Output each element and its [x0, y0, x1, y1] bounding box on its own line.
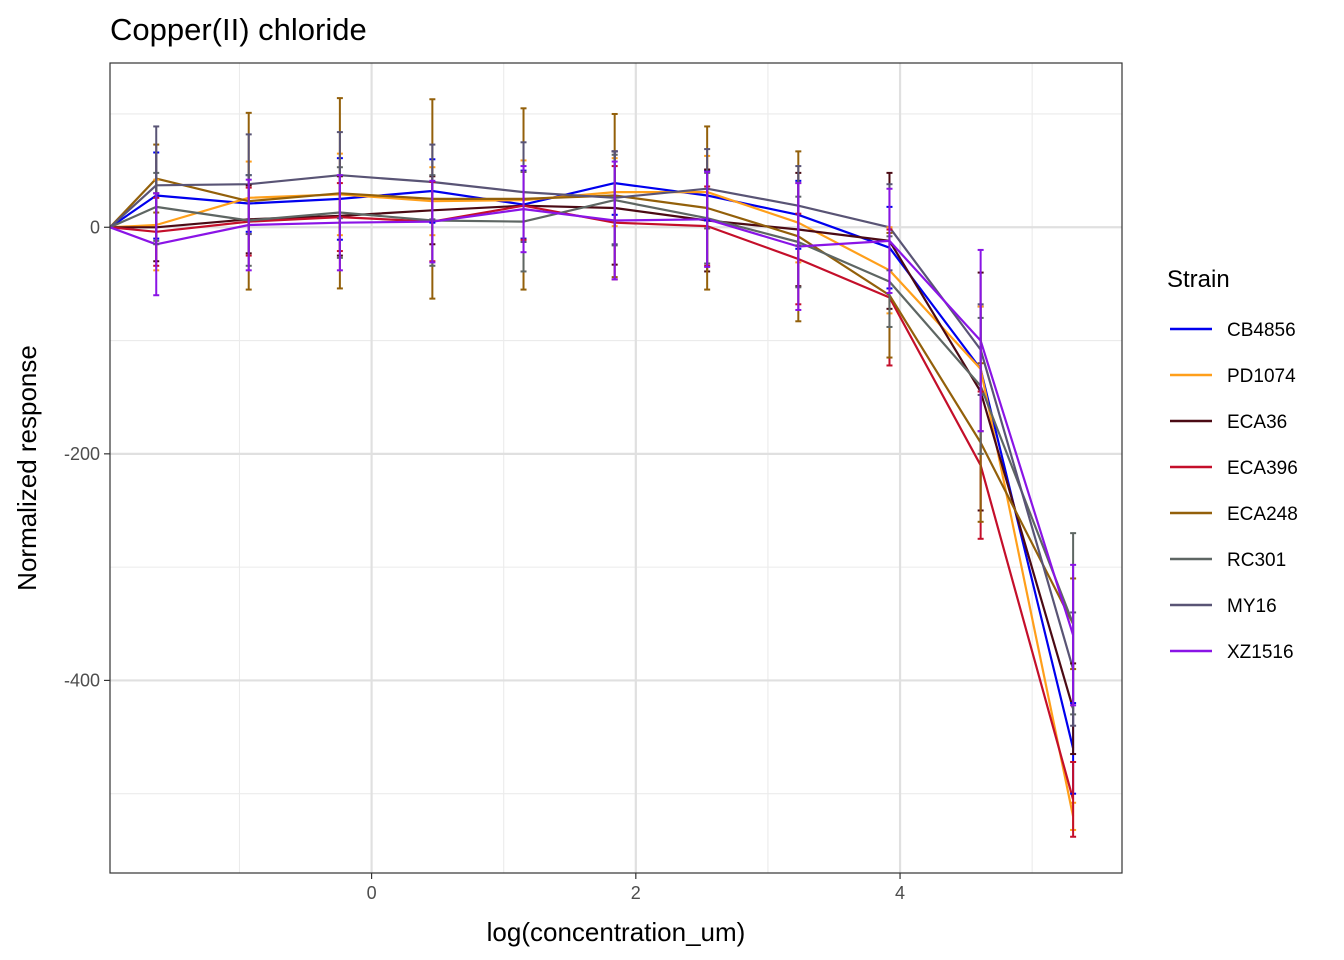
- error-bar-xz1516: [977, 248, 984, 433]
- legend-item-eca248: ECA248: [1170, 504, 1298, 525]
- series-lines: [109, 174, 1075, 817]
- legend-item-pd1074: PD1074: [1170, 366, 1296, 387]
- legend-item-rc301: RC301: [1170, 550, 1286, 571]
- legend: Strain CB4856 PD1074 ECA36 ECA396 ECA248 RC30…: [1167, 266, 1298, 663]
- x-tick-label: 2: [631, 883, 641, 903]
- legend-label: MY16: [1227, 596, 1277, 617]
- error-bar-xz1516: [245, 178, 252, 272]
- legend-label: XZ1516: [1227, 642, 1294, 663]
- legend-label: ECA396: [1227, 458, 1298, 479]
- series-line-eca248: [109, 177, 1075, 625]
- grid: [110, 63, 1122, 873]
- series-line-xz1516: [109, 208, 1075, 636]
- legend-item-eca396: ECA396: [1170, 458, 1298, 479]
- legend-label: ECA248: [1227, 504, 1298, 525]
- series-line-eca36: [110, 204, 1075, 710]
- error-bar-xz1516: [1070, 563, 1077, 707]
- error-bar-xz1516: [520, 165, 527, 254]
- x-axis-title: log(concentration_um): [487, 917, 746, 947]
- error-bar-xz1516: [795, 182, 802, 311]
- legend-item-my16: MY16: [1170, 596, 1277, 617]
- legend-item-xz1516: XZ1516: [1170, 642, 1294, 663]
- legend-title: Strain: [1167, 266, 1230, 293]
- y-tick-label: 0: [90, 217, 100, 237]
- legend-label: RC301: [1227, 550, 1286, 571]
- x-tick-label: 0: [367, 883, 377, 903]
- error-bars: [153, 97, 1077, 838]
- error-bar-xz1516: [429, 179, 436, 264]
- legend-label: PD1074: [1227, 366, 1296, 387]
- error-bar-xz1516: [704, 170, 711, 268]
- error-bar-eca396: [1070, 760, 1077, 838]
- error-bar-xz1516: [336, 174, 343, 272]
- legend-label: CB4856: [1227, 320, 1296, 341]
- series-line-rc301: [109, 199, 1075, 625]
- legend-items: CB4856 PD1074 ECA36 ECA396 ECA248 RC301 MY16 XZ…: [1170, 320, 1298, 663]
- y-tick-label: -200: [64, 444, 100, 464]
- legend-item-eca36: ECA36: [1170, 412, 1287, 433]
- chart-title: Copper(II) chloride: [110, 12, 367, 47]
- series-line-my16: [109, 174, 1075, 670]
- x-tick-label: 4: [895, 883, 905, 903]
- error-bar-xz1516: [153, 192, 160, 297]
- axes: 0 2 4 -400 -200 0: [64, 217, 905, 903]
- y-axis-title: Normalized response: [12, 345, 42, 591]
- y-tick-label: -400: [64, 670, 100, 690]
- error-bar-xz1516: [886, 187, 893, 294]
- legend-label: ECA36: [1227, 412, 1287, 433]
- plot-panel-border: [109, 62, 1123, 874]
- legend-item-cb4856: CB4856: [1170, 320, 1296, 341]
- error-bar-xz1516: [611, 160, 618, 281]
